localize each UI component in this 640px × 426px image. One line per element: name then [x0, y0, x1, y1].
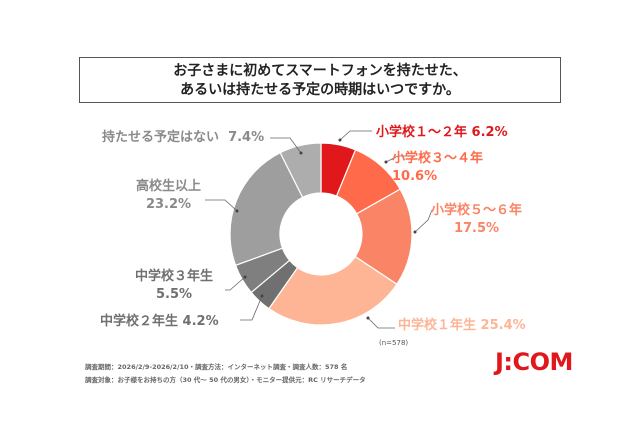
label-jh-3: 中学校３年生 5.5%	[135, 269, 214, 302]
donut-slice-6	[229, 151, 304, 267]
label-jh-2: 中学校２年生 4.2%	[100, 314, 219, 329]
leader-dot-3	[366, 316, 370, 320]
label-high-school: 高校生以上 23.2%	[136, 179, 202, 212]
leader-line-7	[270, 137, 302, 154]
leader-line-4	[240, 295, 263, 321]
jcom-logo: J:COM	[495, 348, 573, 376]
label-jh-1: 中学校１年生 25.4%	[398, 318, 526, 333]
donut-slice-7	[279, 142, 322, 199]
leader-dot-7	[299, 151, 303, 155]
leader-dot-4	[260, 294, 264, 298]
label-grade-3-4: 小学校３～４年 10.6%	[392, 151, 484, 184]
leader-line-3	[367, 317, 395, 329]
donut-slice-3	[268, 255, 398, 326]
leader-line-6	[205, 199, 238, 212]
label-grade-1-2: 小学校１～２年 6.2%	[376, 125, 508, 140]
leader-line-2	[414, 209, 433, 233]
leader-line-0	[339, 130, 372, 141]
footer-line-2: 調査対象：お子様をお持ちの方（30 代～ 50 代の男女）・モニター提供元：RC…	[85, 376, 366, 384]
leader-line-1	[385, 155, 412, 163]
leader-line-5	[225, 276, 246, 291]
leader-dot-6	[235, 209, 239, 213]
sample-size: (n=578)	[379, 339, 409, 347]
label-no-plan: 持たせる予定はない 7.4%	[102, 130, 265, 145]
title-line-2: あるいは持たせる予定の時期はいつですか。	[180, 82, 460, 98]
leader-dot-2	[413, 230, 417, 234]
leader-dot-5	[243, 275, 247, 279]
title-line-1: お子さまに初めてスマートフォンを持たせた、	[173, 63, 467, 79]
label-grade-5-6: 小学校５～６年 17.5%	[431, 203, 523, 236]
leader-dot-1	[384, 160, 388, 164]
chart-title: お子さまに初めてスマートフォンを持たせた、 あるいは持たせる予定の時期はいつです…	[79, 57, 561, 103]
leader-dot-0	[338, 138, 342, 142]
footer-line-1: 調査期間：2026/2/9-2026/2/10・調査方法：インターネット調査・調…	[85, 363, 348, 371]
